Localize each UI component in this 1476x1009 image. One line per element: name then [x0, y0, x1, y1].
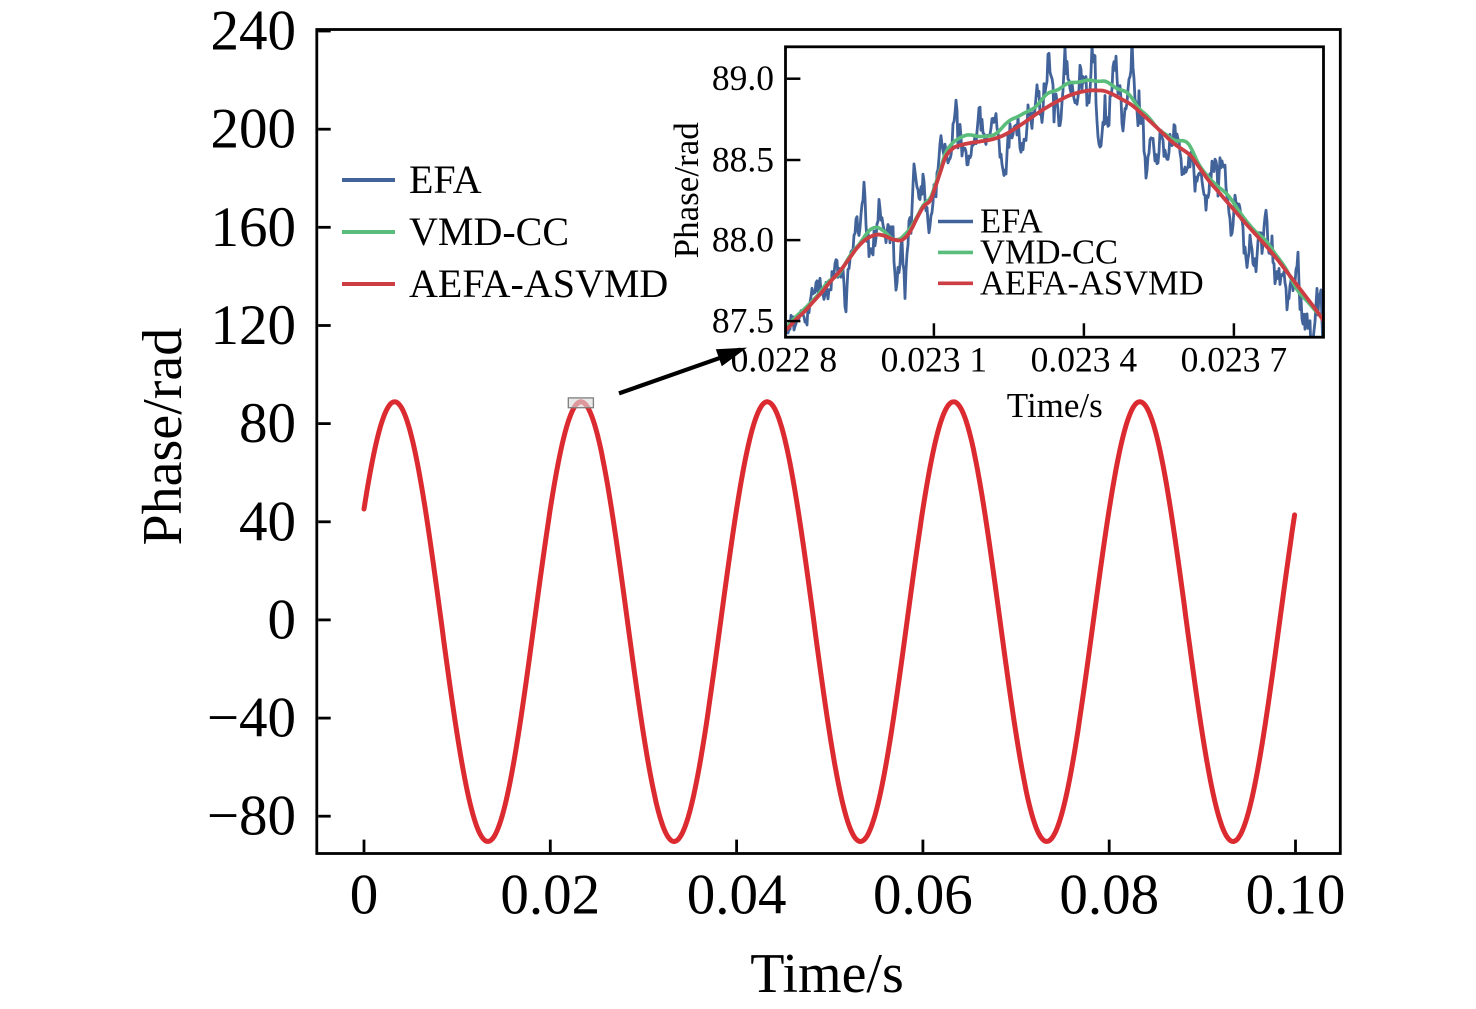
svg-text:VMD-CC: VMD-CC — [409, 209, 569, 254]
svg-text:0.02: 0.02 — [500, 864, 600, 927]
svg-text:0.10: 0.10 — [1246, 864, 1346, 927]
svg-text:0: 0 — [350, 864, 379, 927]
svg-text:0.08: 0.08 — [1059, 864, 1159, 927]
svg-text:88.5: 88.5 — [712, 140, 774, 180]
svg-text:0.023 7: 0.023 7 — [1181, 340, 1288, 380]
svg-text:Phase/rad: Phase/rad — [667, 122, 706, 259]
svg-text:0.06: 0.06 — [873, 864, 973, 927]
svg-text:0.023 4: 0.023 4 — [1031, 340, 1138, 380]
svg-text:−40: −40 — [207, 687, 296, 750]
svg-text:89.0: 89.0 — [712, 58, 774, 98]
svg-text:0.04: 0.04 — [687, 864, 787, 927]
svg-text:200: 200 — [211, 98, 297, 161]
svg-text:160: 160 — [211, 196, 297, 259]
svg-text:0.023 1: 0.023 1 — [881, 340, 988, 380]
svg-text:AEFA-ASVMD: AEFA-ASVMD — [980, 265, 1204, 303]
svg-text:EFA: EFA — [980, 203, 1043, 241]
svg-text:80: 80 — [239, 392, 296, 455]
svg-text:87.5: 87.5 — [712, 301, 774, 341]
svg-text:VMD-CC: VMD-CC — [980, 234, 1118, 272]
svg-text:88.0: 88.0 — [712, 220, 774, 260]
svg-text:40: 40 — [239, 490, 296, 553]
svg-text:Time/s: Time/s — [1007, 386, 1103, 425]
svg-text:0: 0 — [268, 588, 297, 651]
svg-text:AEFA-ASVMD: AEFA-ASVMD — [409, 261, 668, 306]
svg-text:0.022 8: 0.022 8 — [731, 340, 838, 380]
svg-text:240: 240 — [211, 0, 297, 63]
svg-text:−80: −80 — [207, 785, 296, 848]
svg-text:120: 120 — [211, 294, 297, 357]
svg-text:Time/s: Time/s — [750, 943, 904, 1005]
svg-text:EFA: EFA — [409, 157, 482, 202]
svg-text:Phase/rad: Phase/rad — [132, 328, 194, 546]
